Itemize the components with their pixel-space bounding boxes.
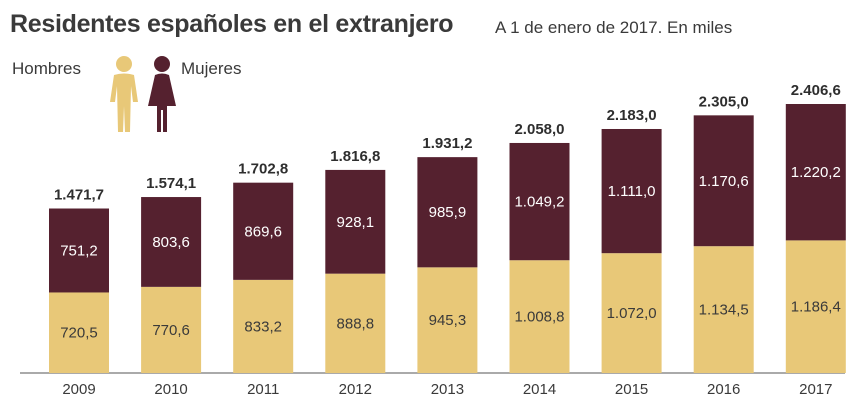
bar-women-2009 bbox=[49, 208, 109, 293]
label-men-2013: 945,3 bbox=[429, 312, 467, 329]
man-icon bbox=[110, 56, 138, 132]
chart-subtitle: A 1 de enero de 2017. En miles bbox=[495, 18, 733, 37]
bar-men-2010 bbox=[141, 286, 202, 373]
label-total-2016: 2.305,0 bbox=[699, 93, 749, 110]
bar-men-2016 bbox=[693, 246, 754, 373]
bars-group bbox=[49, 104, 846, 373]
bar-women-2016 bbox=[693, 115, 754, 247]
label-total-2013: 1.931,2 bbox=[422, 135, 472, 152]
x-tick-2009: 2009 bbox=[62, 381, 95, 398]
bar-men-2017 bbox=[785, 240, 846, 373]
label-women-2016: 1.170,6 bbox=[699, 173, 749, 190]
bar-men-2015 bbox=[601, 253, 662, 373]
label-men-2017: 1.186,4 bbox=[791, 299, 841, 316]
man-woman-icon bbox=[110, 56, 176, 132]
label-women-2015: 1.111,0 bbox=[608, 183, 656, 200]
legend-women-label: Mujeres bbox=[181, 59, 242, 78]
bar-women-2012 bbox=[325, 169, 386, 274]
label-women-2017: 1.220,2 bbox=[791, 164, 841, 181]
x-tick-2012: 2012 bbox=[339, 381, 372, 398]
bar-women-2015 bbox=[601, 128, 662, 254]
label-total-2011: 1.702,8 bbox=[238, 161, 288, 178]
label-men-2014: 1.008,8 bbox=[514, 309, 564, 326]
label-men-2012: 888,8 bbox=[337, 315, 375, 332]
x-tick-2010: 2010 bbox=[154, 381, 187, 398]
bar-women-2010 bbox=[141, 197, 202, 287]
legend-men-label: Hombres bbox=[12, 59, 81, 78]
x-tick-2014: 2014 bbox=[523, 381, 556, 398]
bar-women-2017 bbox=[785, 104, 846, 241]
x-tick-2011: 2011 bbox=[247, 381, 279, 398]
label-men-2016: 1.134,5 bbox=[699, 302, 749, 319]
label-total-2017: 2.406,6 bbox=[791, 82, 841, 99]
x-tick-2015: 2015 bbox=[615, 381, 648, 398]
labels-group: 720,5 751,2 1.471,7 2009 770,6 803,6 1.574,1 20… bbox=[54, 82, 841, 398]
bar-women-2011 bbox=[233, 182, 294, 280]
x-tick-2017: 2017 bbox=[799, 381, 832, 398]
label-women-2010: 803,6 bbox=[152, 234, 190, 251]
x-tick-2016: 2016 bbox=[707, 381, 740, 398]
label-total-2009: 1.471,7 bbox=[54, 186, 104, 203]
label-total-2012: 1.816,8 bbox=[330, 148, 380, 165]
label-men-2011: 833,2 bbox=[244, 318, 282, 335]
label-men-2009: 720,5 bbox=[60, 325, 98, 342]
bar-men-2011 bbox=[233, 279, 294, 373]
x-tick-2013: 2013 bbox=[431, 381, 464, 398]
label-men-2010: 770,6 bbox=[152, 322, 190, 339]
label-total-2014: 2.058,0 bbox=[514, 121, 564, 138]
label-women-2014: 1.049,2 bbox=[514, 194, 564, 211]
woman-icon bbox=[148, 56, 176, 132]
bar-men-2014 bbox=[509, 260, 570, 373]
label-women-2013: 985,9 bbox=[429, 204, 467, 221]
chart-title: Residentes españoles en el extranjero bbox=[10, 10, 454, 38]
label-women-2012: 928,1 bbox=[337, 214, 375, 231]
bar-men-2012 bbox=[325, 273, 386, 373]
bar-men-2009 bbox=[49, 292, 109, 373]
bar-women-2013 bbox=[417, 157, 478, 268]
label-total-2010: 1.574,1 bbox=[146, 175, 196, 192]
label-total-2015: 2.183,0 bbox=[607, 107, 657, 124]
label-women-2009: 751,2 bbox=[60, 242, 98, 259]
label-men-2015: 1.072,0 bbox=[607, 305, 657, 322]
bar-men-2013 bbox=[417, 267, 478, 373]
bar-women-2014 bbox=[509, 142, 570, 261]
label-women-2011: 869,6 bbox=[244, 223, 282, 240]
